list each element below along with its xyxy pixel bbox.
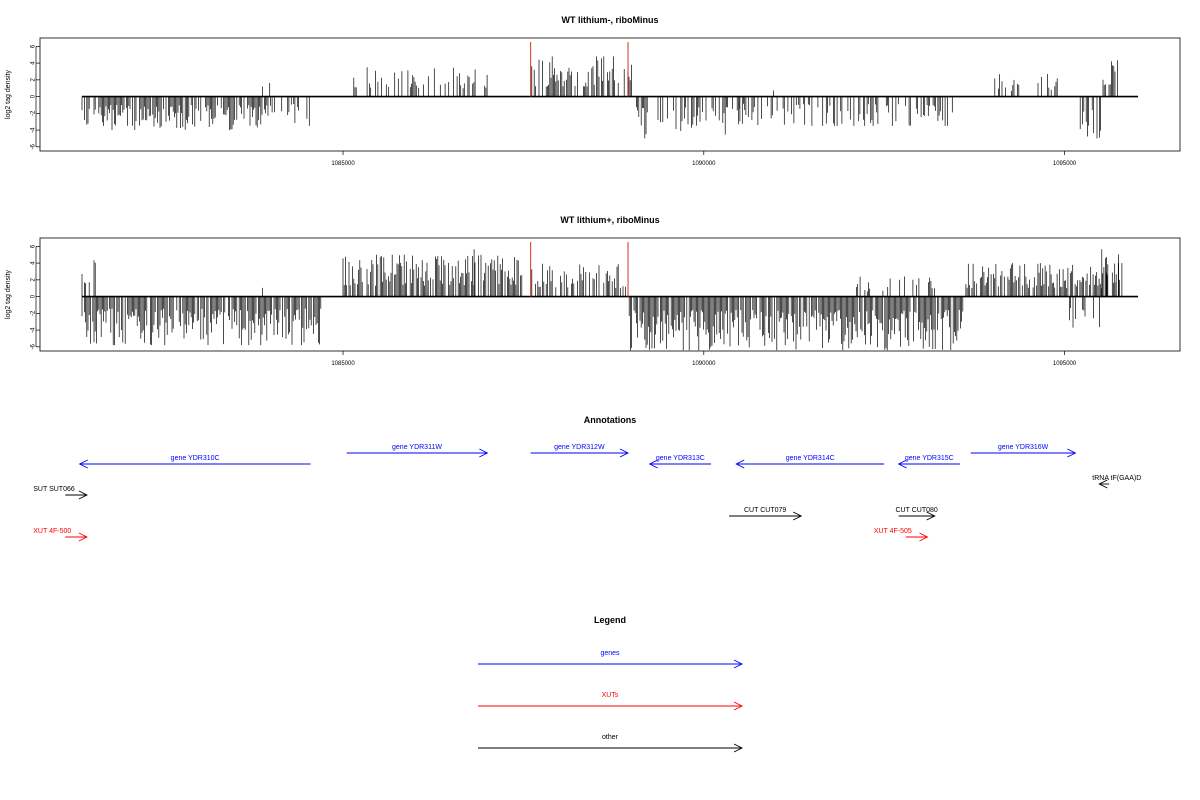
annotations-panel: Annotations gene YDR310C gene YDR311W gene… — [33, 415, 1141, 542]
arrow-head — [479, 448, 489, 458]
annotation-arrow — [970, 448, 1077, 458]
arrow-head — [733, 743, 744, 753]
annotation-label: gene YDR314C — [786, 455, 835, 462]
y-axis-label: log2 tag density — [5, 269, 12, 319]
annotation-arrow — [648, 459, 712, 469]
x-tick-label: 1095000 — [1053, 361, 1077, 367]
annotation-label: gene YDR315C — [905, 455, 954, 462]
y-tick-label: -2 — [31, 110, 37, 116]
annotation-arrow — [898, 511, 936, 521]
bar-series — [81, 56, 1118, 139]
y-axis-label: log2 tag density — [5, 69, 12, 119]
legend-title: Legend — [594, 615, 626, 625]
arrow-head — [897, 459, 907, 469]
arrow-head — [78, 490, 88, 500]
x-tick-label: 1085000 — [331, 361, 355, 367]
annotation-label: gene YDR312W — [554, 444, 605, 451]
bar-series — [81, 249, 1123, 351]
x-tick-label: 1090000 — [692, 361, 716, 367]
y-tick-label: 2 — [31, 78, 37, 82]
plot-frame — [39, 237, 1181, 352]
annotation-label: CUT CUT079 — [744, 507, 786, 514]
arrow-head — [1067, 448, 1077, 458]
panel-title: WT lithium-, riboMinus — [562, 15, 659, 25]
panel-title: WT lithium+, riboMinus — [560, 215, 659, 225]
legend-label: genes — [600, 650, 620, 657]
x-tick-label: 1095000 — [1053, 161, 1077, 167]
y-tick-label: 6 — [31, 44, 37, 48]
annotation-label: SUT SUT066 — [33, 486, 75, 493]
annotation-arrow — [65, 490, 88, 500]
annotation-arrow — [530, 448, 630, 458]
annotation-label: CUT CUT080 — [896, 507, 938, 514]
annotation-label: tRNA tF(GAA)D — [1092, 475, 1141, 482]
annotation-arrow — [65, 532, 88, 542]
annotation-label: gene YDR311W — [392, 444, 442, 451]
y-tick-label: -6 — [31, 343, 37, 349]
legend-arrow — [478, 701, 744, 711]
arrow-head — [648, 459, 658, 469]
arrow-head — [735, 459, 745, 469]
arrow-head — [733, 701, 744, 711]
annotation-arrow — [735, 459, 885, 469]
annotation-arrow — [78, 459, 311, 469]
y-tick-label: 4 — [31, 61, 37, 65]
plot-frame — [39, 37, 1181, 152]
y-tick-label: 0 — [31, 294, 37, 298]
arrow-head — [919, 532, 929, 542]
arrow-head — [926, 511, 936, 521]
track-panel-lithium-minus: WT lithium-, riboMinus 6 4 2 0 -2 -4 -6 log2 tag… — [5, 15, 1181, 167]
annotation-label: gene YDR313C — [656, 455, 705, 462]
arrow-head — [733, 659, 744, 669]
legend-arrow — [478, 743, 744, 753]
arrow-head — [1098, 479, 1108, 489]
legend-label: XUTs — [602, 692, 619, 699]
y-tick-label: 2 — [31, 278, 37, 282]
annotation-label: XUT 4F-505 — [874, 528, 912, 535]
arrow-head — [619, 448, 630, 458]
y-tick-label: -2 — [31, 310, 37, 316]
arrow-head — [793, 511, 803, 521]
y-tick-label: 6 — [31, 244, 37, 248]
legend-label: other — [602, 734, 619, 741]
annotation-label: XUT 4F-500 — [33, 528, 71, 535]
annotation-arrow — [897, 459, 960, 469]
y-tick-label: -6 — [31, 143, 37, 149]
x-tick-label: 1085000 — [331, 161, 355, 167]
annotation-arrow — [346, 448, 489, 458]
annotation-arrow — [905, 532, 929, 542]
y-tick-label: -4 — [31, 327, 37, 333]
legend-arrow — [478, 659, 744, 669]
legend-panel: Legend genes XUTs other — [478, 615, 744, 753]
annotation-label: gene YDR310C — [171, 455, 220, 462]
track-panel-lithium-plus: WT lithium+, riboMinus 6 4 2 0 -2 -4 -6 log2 tag… — [5, 215, 1181, 367]
arrow-head — [78, 532, 88, 542]
annotations-title: Annotations — [584, 415, 637, 425]
y-tick-label: 4 — [31, 261, 37, 265]
y-tick-label: 0 — [31, 94, 37, 98]
annotation-arrow — [729, 511, 803, 521]
annotation-label: gene YDR316W — [998, 444, 1049, 451]
x-tick-label: 1090000 — [692, 161, 716, 167]
arrow-head — [78, 459, 88, 469]
annotation-arrow — [1098, 479, 1110, 489]
y-tick-label: -4 — [31, 127, 37, 133]
